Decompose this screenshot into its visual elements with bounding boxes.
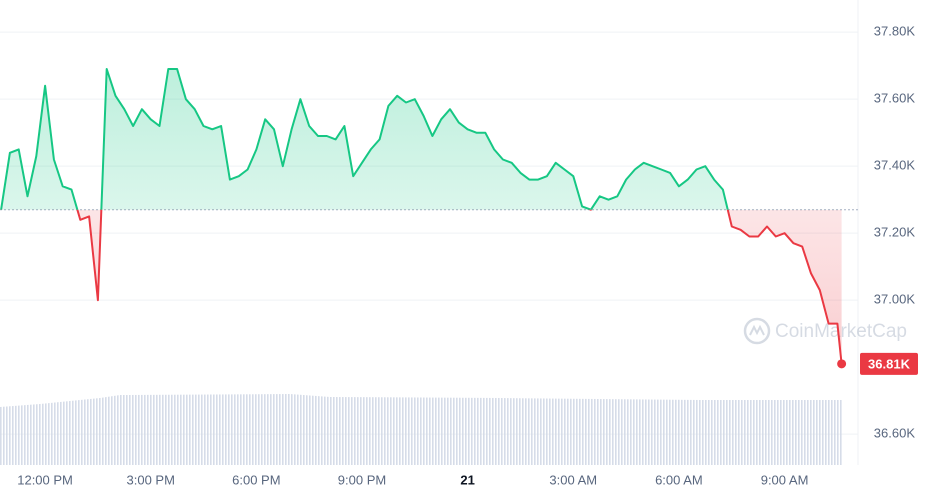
x-tick-label: 9:00 PM: [338, 472, 386, 487]
y-tick-label: 37.20K: [874, 225, 916, 240]
y-tick-label: 36.60K: [874, 426, 916, 441]
y-tick-label: 37.00K: [874, 292, 916, 307]
volume-band: [0, 394, 842, 465]
x-tick-label: 9:00 AM: [761, 472, 809, 487]
price-tag: [860, 352, 918, 375]
watermark: CoinMarketCap: [743, 317, 907, 345]
last-point: [837, 359, 847, 369]
x-tick-label: 12:00 PM: [17, 472, 73, 487]
x-tick-label: 21: [460, 472, 474, 487]
x-tick-label: 3:00 AM: [549, 472, 597, 487]
watermark-logo-mark: [749, 324, 765, 336]
watermark-logo: [743, 317, 771, 345]
y-tick-label: 37.80K: [874, 24, 916, 39]
line-up: [0, 68, 729, 210]
x-tick-label: 6:00 AM: [655, 472, 703, 487]
y-tick-label: 37.60K: [874, 91, 916, 106]
x-tick-label: 3:00 PM: [127, 472, 175, 487]
x-tick-label: 6:00 PM: [232, 472, 280, 487]
area-down: [77, 209, 842, 364]
price-tag-label: 36.81K: [868, 356, 911, 371]
y-tick-label: 37.40K: [874, 158, 916, 173]
